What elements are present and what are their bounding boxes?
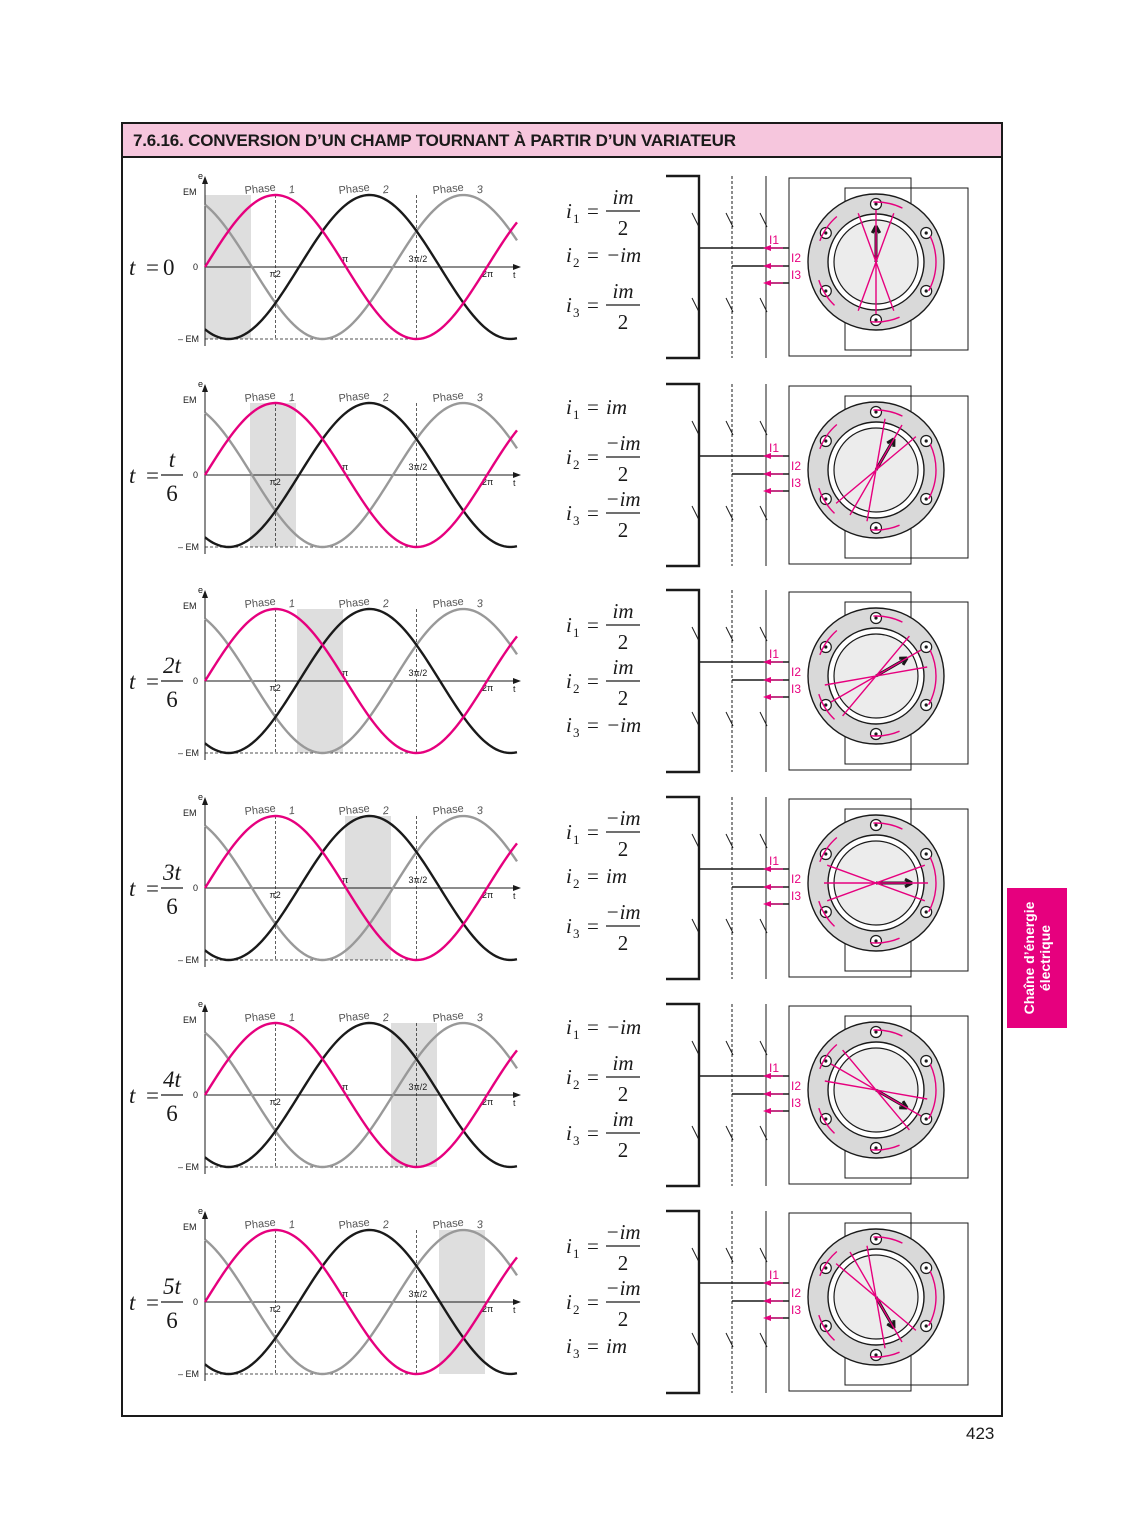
page-number: 423 bbox=[966, 1424, 995, 1443]
section-title-bar: 7.6.16. CONVERSION D’UN CHAMP TOURNANT À… bbox=[123, 124, 1001, 158]
chapter-side-tab-line2: électrique bbox=[1037, 924, 1053, 992]
chapter-side-tab-label: Chaîne d’énergie électrique bbox=[1021, 902, 1053, 1015]
section-frame: 7.6.16. CONVERSION D’UN CHAMP TOURNANT À… bbox=[121, 122, 1003, 1417]
section-title: 7.6.16. CONVERSION D’UN CHAMP TOURNANT À… bbox=[133, 131, 736, 150]
chapter-side-tab[interactable]: Chaîne d’énergie électrique bbox=[1007, 888, 1067, 1028]
chapter-side-tab-line1: Chaîne d’énergie bbox=[1021, 901, 1037, 1015]
